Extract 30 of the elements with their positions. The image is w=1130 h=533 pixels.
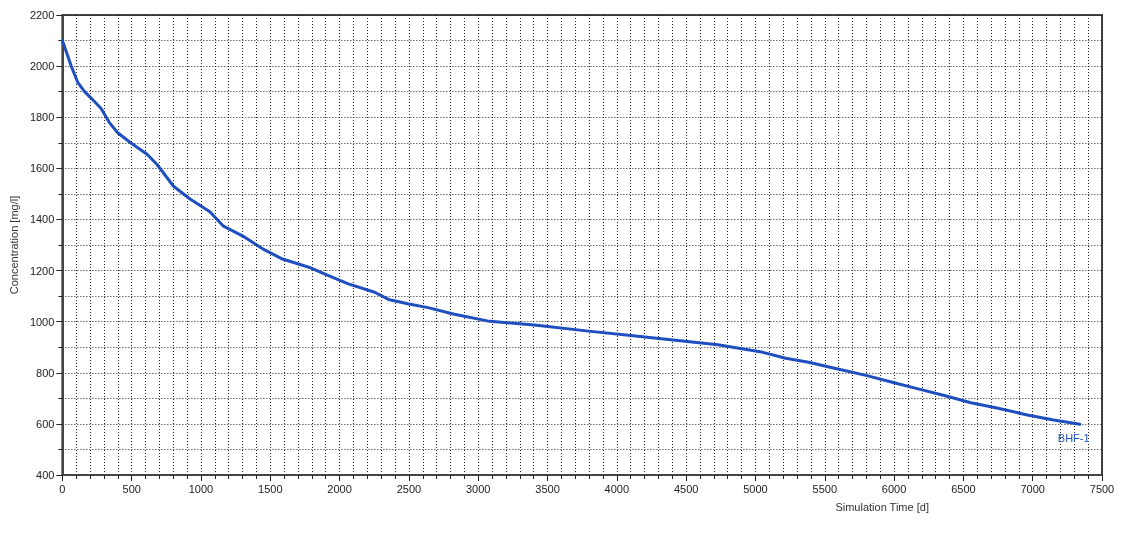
series-label: BHF-1: [1057, 432, 1090, 445]
x-tick-label: 0: [59, 482, 66, 495]
x-tick-label: 4000: [604, 482, 630, 495]
y-tick-label: 2000: [29, 60, 55, 73]
y-tick-label: 1000: [29, 315, 55, 328]
x-tick-label: 6000: [881, 482, 907, 495]
y-tick-label: 400: [36, 469, 55, 481]
y-tick-label: 600: [36, 417, 55, 430]
x-tick-label: 1500: [258, 482, 283, 495]
x-tick-label: 3000: [465, 482, 491, 495]
y-tick-label: 1400: [29, 213, 55, 226]
y-tick-label: 1600: [29, 162, 55, 175]
x-tick-label: 7000: [1020, 482, 1045, 495]
x-tick-label: 2000: [327, 482, 352, 495]
x-tick-label: 4500: [673, 482, 699, 495]
y-tick-label: 800: [36, 366, 55, 379]
x-tick-label: 3500: [535, 482, 560, 495]
x-tick-label: 6500: [951, 482, 976, 495]
x-tick-label: 2500: [396, 482, 422, 495]
x-tick-label: 7500: [1089, 482, 1115, 495]
y-axis-title: Concentration [mg/l]: [7, 195, 20, 295]
line-series: [60, 39, 1082, 426]
y-tick-label: 2200: [29, 9, 55, 21]
x-tick-label: 1000: [188, 482, 214, 495]
x-tick-label: 5000: [743, 482, 768, 495]
y-tick-label: 1800: [29, 111, 55, 124]
x-tick-label: 500: [122, 482, 141, 495]
x-tick-label: 5500: [812, 482, 838, 495]
y-tick-label: 1200: [29, 264, 55, 277]
x-axis-title: Simulation Time [d]: [835, 500, 929, 513]
